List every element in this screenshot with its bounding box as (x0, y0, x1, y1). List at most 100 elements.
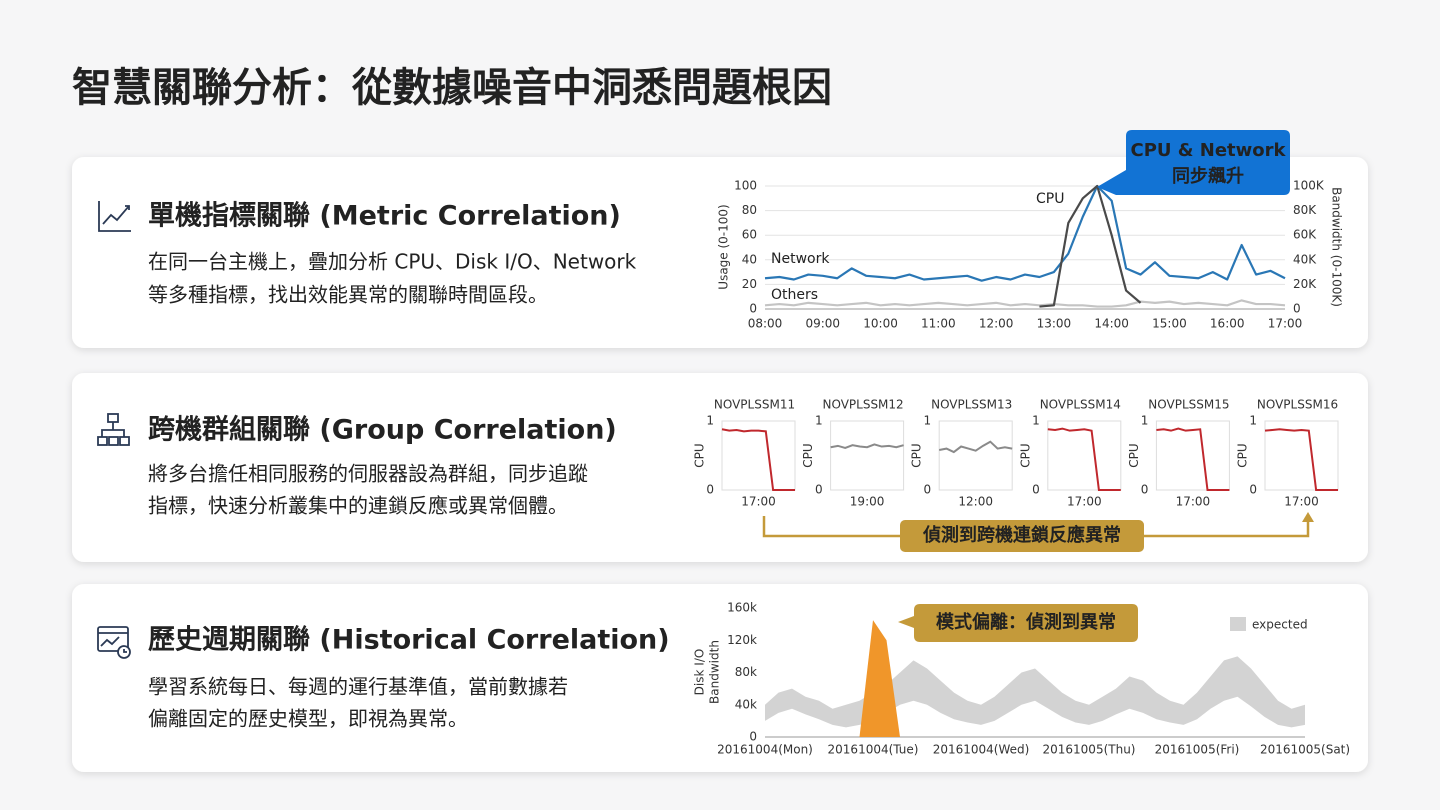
x-tick-label: 14:00 (1094, 317, 1129, 331)
x-tick-label: 11:00 (921, 317, 956, 331)
y-tick-label: 40 (742, 252, 757, 266)
y-tick-label: 0 (706, 483, 714, 497)
annotation: 同步飆升 (1172, 165, 1244, 187)
series-line (764, 299, 1286, 308)
y-tick-label: 0 (924, 483, 932, 497)
series-line (1039, 184, 1142, 308)
panel-frame (830, 420, 905, 491)
y-axis-label: Disk I/O (693, 649, 707, 696)
x-tick-label: 12:00 (958, 495, 993, 509)
panel-frame (721, 420, 796, 491)
x-tick-label: 20161004(Mon) (717, 743, 813, 757)
y-tick-label: 1 (1032, 414, 1040, 428)
expected-band (765, 656, 1305, 728)
card-text: 學習系統每日、每週的運行基準值，當前數據若 (148, 675, 568, 699)
annotation-box (898, 604, 1138, 642)
series-label: CPU (1036, 191, 1064, 207)
x-tick-label: 08:00 (748, 317, 783, 331)
x-tick-label: 16:00 (1210, 317, 1245, 331)
panel-frame (938, 420, 1013, 491)
panel-frame (1047, 420, 1122, 491)
y-tick-label: 160k (727, 601, 757, 615)
y-tick-label: 100 (734, 179, 757, 193)
y2-tick-label: 0 (1293, 302, 1301, 316)
y2-tick-label: 100K (1293, 179, 1325, 193)
card-title: 跨機群組關聯 (Group Correlation) (148, 414, 617, 446)
y-axis-label: CPU (910, 443, 924, 467)
y-tick-label: 0 (749, 730, 757, 744)
panel-line (721, 428, 795, 491)
x-tick-label: 20161005(Sat) (1260, 743, 1350, 757)
y-tick-label: 1 (1249, 414, 1257, 428)
card-text: 指標，快速分析叢集中的連鎖反應或異常個體。 (148, 494, 568, 518)
y-tick-label: 60 (742, 228, 757, 242)
panel-line (1156, 427, 1230, 491)
y-axis-label: CPU (693, 443, 707, 467)
panel-title: NOVPLSSM12 (822, 398, 903, 412)
card (72, 157, 1368, 348)
series-label: Others (771, 287, 818, 303)
anomaly-area (859, 620, 900, 737)
y-tick-label: 0 (749, 302, 757, 316)
y-tick-label: 40k (735, 697, 757, 711)
y-tick-label: 1 (815, 414, 823, 428)
panel-line (1264, 428, 1338, 491)
x-tick-label: 20161005(Fri) (1155, 743, 1240, 757)
y-tick-label: 1 (706, 414, 714, 428)
card-text: 在同一台主機上，疊加分析 CPU、Disk I/O、Network (148, 250, 637, 274)
panel-line (1047, 427, 1121, 491)
y-tick-label: 1 (924, 414, 932, 428)
y2-tick-label: 80K (1293, 203, 1317, 217)
y2-tick-label: 20K (1293, 277, 1317, 291)
panel-line (939, 440, 1013, 454)
icon (97, 201, 131, 659)
y-tick-label: 0 (1249, 483, 1257, 497)
y-axis-label: CPU (1236, 443, 1250, 467)
x-tick-label: 17:00 (1284, 495, 1319, 509)
panel-line (830, 443, 904, 449)
x-tick-label: 19:00 (850, 495, 885, 509)
y-axis-label: CPU (801, 443, 815, 467)
y-tick-label: 80k (735, 665, 757, 679)
panel-frame (1155, 420, 1230, 491)
card-text: 等多種指標，找出效能異常的關聯時間區段。 (148, 283, 548, 307)
x-tick-label: 17:00 (1176, 495, 1211, 509)
arrow-head (1302, 512, 1314, 522)
y-tick-label: 80 (742, 203, 757, 217)
slide-title: 智慧關聯分析：從數據噪音中洞悉問題根因 (72, 65, 832, 111)
x-tick-label: 09:00 (805, 317, 840, 331)
y2-tick-label: 40K (1293, 252, 1317, 266)
panel-title: NOVPLSSM11 (714, 398, 795, 412)
y-tick-label: 1 (1141, 414, 1149, 428)
x-tick-label: 20161004(Tue) (828, 743, 919, 757)
caption-box (900, 520, 1144, 552)
x-tick-label: 12:00 (979, 317, 1014, 331)
x-tick-label: 17:00 (741, 495, 776, 509)
panel-frame (1264, 420, 1339, 491)
y-tick-label: 120k (727, 633, 757, 647)
card-text: 偏離固定的歷史模型，即視為異常。 (148, 707, 468, 731)
y-axis-label: Bandwidth (708, 640, 722, 704)
panel-title: NOVPLSSM13 (931, 398, 1012, 412)
card-title: 歷史週期關聯 (Historical Correlation) (148, 625, 670, 656)
x-tick-label: 13:00 (1037, 317, 1072, 331)
series-line (764, 184, 1286, 282)
card-title: 單機指標關聯 (Metric Correlation) (148, 201, 621, 232)
panel-title: NOVPLSSM14 (1040, 398, 1121, 412)
legend-swatch (1230, 617, 1246, 631)
x-tick-label: 20161005(Thu) (1043, 743, 1136, 757)
annotation-box (1097, 130, 1290, 195)
x-tick-label: 17:00 (1067, 495, 1102, 509)
caption: 偵測到跨機連鎖反應異常 (922, 524, 1121, 546)
y-tick-label: 0 (815, 483, 823, 497)
y-tick-label: 0 (1141, 483, 1149, 497)
y-axis-label: CPU (1018, 443, 1032, 467)
card-text: 將多台擔任相同服務的伺服器設為群組，同步追蹤 (148, 462, 588, 486)
x-tick-label: 20161004(Wed) (933, 743, 1030, 757)
y-tick-label: 0 (1032, 483, 1040, 497)
panel-title: NOVPLSSM16 (1257, 398, 1338, 412)
card (72, 373, 1368, 562)
panel-title: NOVPLSSM15 (1148, 398, 1229, 412)
y-axis-label: CPU (1127, 443, 1141, 467)
